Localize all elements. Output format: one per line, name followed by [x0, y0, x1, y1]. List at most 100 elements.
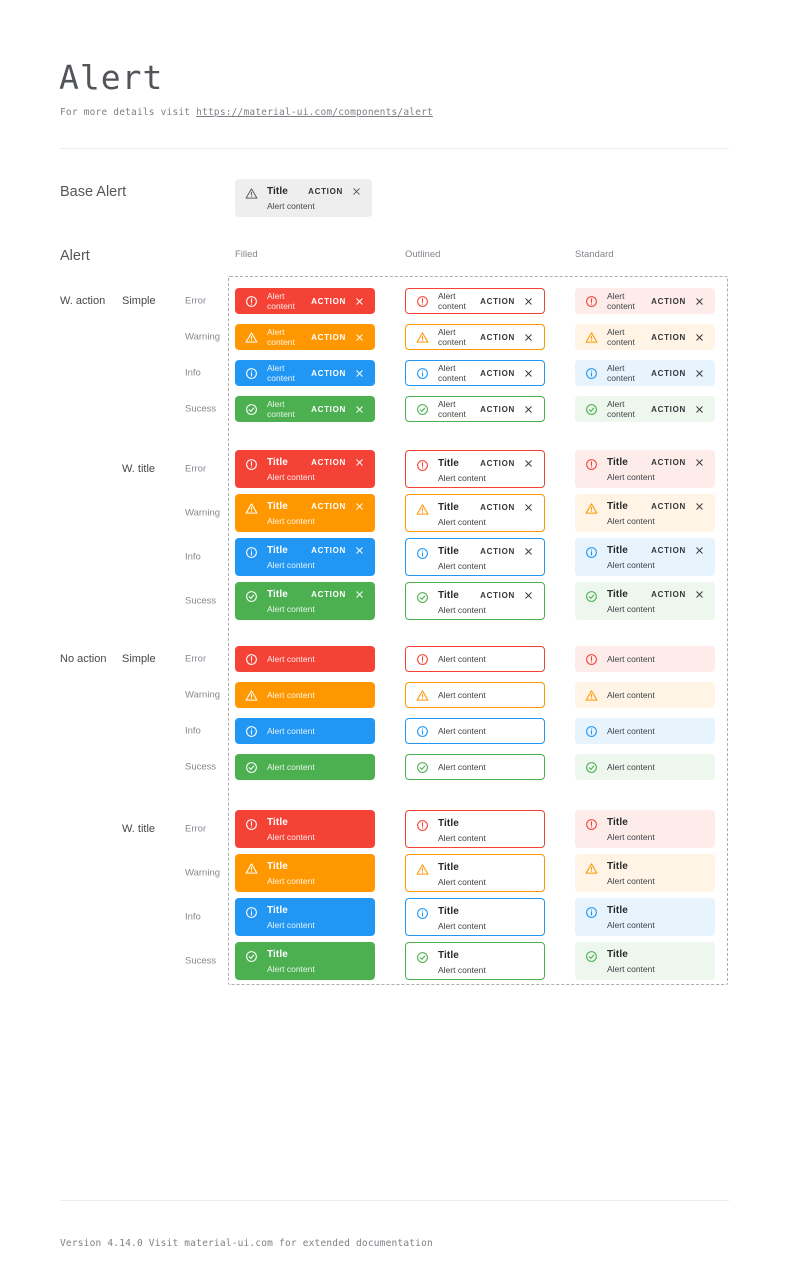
- warning-icon: [416, 503, 429, 516]
- alert-title: Title: [607, 545, 628, 556]
- info-icon: [585, 546, 598, 559]
- error-icon: [416, 459, 429, 472]
- success-icon: [245, 761, 258, 774]
- alert-content: Alert content: [267, 919, 315, 930]
- close-icon[interactable]: [523, 296, 534, 307]
- action-button[interactable]: ACTION: [311, 368, 346, 378]
- close-icon[interactable]: [523, 458, 534, 469]
- action-button[interactable]: ACTION: [311, 296, 346, 306]
- grid-row: Sucess Alert content ACTION Alert content AC…: [60, 396, 728, 422]
- warning-icon: [585, 862, 598, 875]
- action-button[interactable]: ACTION: [480, 459, 515, 468]
- standard-success-alert: Alert content ACTION: [575, 396, 715, 422]
- outlined-info-alert: Alert content: [405, 718, 545, 744]
- action-button[interactable]: ACTION: [651, 546, 686, 555]
- action-button[interactable]: ACTION: [651, 502, 686, 511]
- alert-content: Alert content: [267, 327, 295, 347]
- severity-label: Sucess: [185, 595, 217, 607]
- close-icon[interactable]: [523, 368, 534, 379]
- outlined-success-alert: Title Alert content: [405, 942, 545, 980]
- action-button[interactable]: ACTION: [311, 502, 346, 511]
- action-button[interactable]: ACTION: [651, 368, 686, 378]
- action-button[interactable]: ACTION: [480, 296, 515, 306]
- close-icon[interactable]: [354, 296, 365, 307]
- close-icon[interactable]: [354, 545, 365, 556]
- close-icon[interactable]: [694, 457, 705, 468]
- action-button[interactable]: ACTION: [311, 546, 346, 555]
- close-icon[interactable]: [523, 404, 534, 415]
- action-button[interactable]: ACTION: [311, 404, 346, 414]
- alert-content: Alert content: [438, 472, 486, 483]
- close-icon[interactable]: [694, 589, 705, 600]
- alert-content: Alert content: [607, 690, 655, 700]
- alert-content: Alert content: [607, 515, 655, 526]
- grid-row: W. title Error Title ACTION Alert content Tit…: [60, 450, 728, 488]
- grid-row: No action Simple Error Alert content Alert c…: [60, 646, 728, 672]
- close-icon[interactable]: [694, 332, 705, 343]
- close-icon[interactable]: [354, 368, 365, 379]
- close-icon[interactable]: [523, 332, 534, 343]
- error-icon: [416, 295, 429, 308]
- action-button[interactable]: ACTION: [311, 332, 346, 342]
- close-icon[interactable]: [354, 332, 365, 343]
- standard-warning-alert: Title ACTION Alert content: [575, 494, 715, 532]
- close-icon[interactable]: [354, 501, 365, 512]
- error-icon: [245, 818, 258, 831]
- close-icon[interactable]: [523, 590, 534, 601]
- outlined-success-alert: Alert content: [405, 754, 545, 780]
- alert-title: Title: [607, 589, 628, 600]
- action-button[interactable]: ACTION: [311, 458, 346, 467]
- alert-title: Title: [438, 906, 459, 917]
- success-icon: [245, 950, 258, 963]
- action-button[interactable]: ACTION: [311, 590, 346, 599]
- warning-icon: [585, 689, 598, 702]
- footer-divider: [60, 1200, 729, 1201]
- alert-content: Alert content: [438, 516, 486, 527]
- action-button[interactable]: ACTION: [651, 404, 686, 414]
- action-button[interactable]: ACTION: [308, 187, 343, 196]
- alert-content: Alert content: [267, 471, 315, 482]
- info-icon: [416, 547, 429, 560]
- alert-title: Title: [438, 862, 459, 873]
- alert-title: Title: [267, 905, 288, 916]
- alert-title: Title: [607, 861, 628, 872]
- action-button[interactable]: ACTION: [480, 547, 515, 556]
- alert-content: Alert content: [607, 291, 635, 311]
- action-button[interactable]: ACTION: [651, 332, 686, 342]
- error-icon: [416, 819, 429, 832]
- severity-label: Sucess: [185, 761, 217, 773]
- alert-title: Title: [267, 545, 288, 556]
- close-icon[interactable]: [694, 501, 705, 512]
- action-button[interactable]: ACTION: [480, 368, 515, 378]
- close-icon[interactable]: [354, 589, 365, 600]
- close-icon[interactable]: [351, 186, 362, 197]
- close-icon[interactable]: [694, 404, 705, 415]
- alert-title: Title: [438, 546, 459, 557]
- close-icon[interactable]: [354, 404, 365, 415]
- standard-info-alert: Title Alert content: [575, 898, 715, 936]
- close-icon[interactable]: [694, 296, 705, 307]
- action-button[interactable]: ACTION: [480, 404, 515, 414]
- filled-error-alert: Alert content ACTION: [235, 288, 375, 314]
- alert-content: Alert content: [438, 690, 486, 700]
- outlined-info-alert: Alert content ACTION: [405, 360, 545, 386]
- close-icon[interactable]: [694, 368, 705, 379]
- close-icon[interactable]: [523, 502, 534, 513]
- action-button[interactable]: ACTION: [480, 332, 515, 342]
- action-button[interactable]: ACTION: [651, 590, 686, 599]
- action-button[interactable]: ACTION: [480, 591, 515, 600]
- info-icon: [585, 725, 598, 738]
- filled-info-alert: Title Alert content: [235, 898, 375, 936]
- alert-title: Title: [438, 458, 459, 469]
- group-sub-label: Simple: [122, 295, 156, 307]
- alert-content: Alert content: [607, 559, 655, 570]
- close-icon[interactable]: [354, 457, 365, 468]
- action-button[interactable]: ACTION: [651, 458, 686, 467]
- close-icon[interactable]: [523, 546, 534, 557]
- close-icon[interactable]: [694, 545, 705, 556]
- action-button[interactable]: ACTION: [651, 296, 686, 306]
- error-icon: [585, 653, 598, 666]
- alert-content: Alert content: [267, 690, 315, 700]
- action-button[interactable]: ACTION: [480, 503, 515, 512]
- subtitle-link[interactable]: https://material-ui.com/components/alert: [196, 107, 433, 118]
